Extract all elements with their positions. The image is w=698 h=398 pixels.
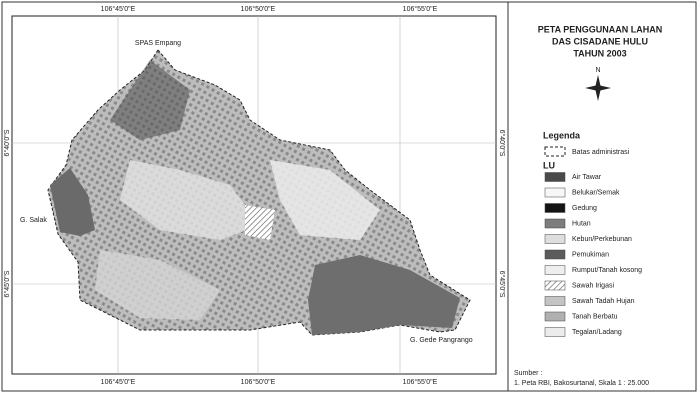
coord-label: 106°50'0"E xyxy=(241,378,276,386)
legend-title: Legenda xyxy=(543,130,581,140)
legend-label: Kebun/Perkebunan xyxy=(572,236,632,243)
legend-label: Rumput/Tanah kosong xyxy=(572,267,642,274)
coord-label: 106°50'0"E xyxy=(241,5,276,13)
legend-label: Pemukiman xyxy=(572,251,609,258)
place-label: G. Gede Pangrango xyxy=(410,337,473,344)
legend: Air Tawar Belukar/Semak Gedung Hutan Kebun/P… xyxy=(544,172,642,337)
coord-label: 106°45'0"E xyxy=(101,378,136,386)
boundary-swatch xyxy=(544,146,566,157)
north-arrow xyxy=(585,75,611,101)
north-label: N xyxy=(595,67,600,74)
legend-label: Gedung xyxy=(572,205,597,212)
legend-swatch xyxy=(544,187,566,198)
legend-label: Tegalan/Ladang xyxy=(572,329,622,336)
legend-label: Hutan xyxy=(572,220,591,227)
coord-label: 6°45'0"S xyxy=(498,271,506,298)
coord-label: 106°45'0"E xyxy=(101,5,136,13)
title: PETA PENGGUNAAN LAHAN xyxy=(538,24,663,34)
legend-label: Batas administrasi xyxy=(572,149,630,156)
title: TAHUN 2003 xyxy=(573,48,626,58)
legend-group: LU xyxy=(543,160,555,170)
legend-swatch xyxy=(544,249,566,260)
legend-label: Tanah Berbatu xyxy=(572,313,618,320)
source: 1. Peta RBI, Bakosurtanal, Skala 1 : 25.… xyxy=(514,380,649,387)
watershed xyxy=(47,49,471,336)
legend-label: Air Tawar xyxy=(572,174,602,181)
legend-label: Sawah Irigasi xyxy=(572,282,614,289)
legend-swatch xyxy=(544,280,566,291)
legend-swatch xyxy=(544,234,566,244)
title: DAS CISADANE HULU xyxy=(552,36,648,46)
legend-swatch xyxy=(544,203,566,213)
legend-swatch xyxy=(544,172,566,182)
source-title: Sumber : xyxy=(514,370,542,377)
coord-label: 6°40'0"S xyxy=(3,129,11,156)
legend-swatch xyxy=(544,311,566,322)
coord-label: 6°40'0"S xyxy=(498,130,506,157)
legend-label: Sawah Tadah Hujan xyxy=(572,298,635,305)
coord-label: 106°55'0"E xyxy=(403,5,438,13)
coord-label: 6°45'0"S xyxy=(3,270,11,297)
legend-label: Belukar/Semak xyxy=(572,189,620,196)
legend-swatch xyxy=(544,218,566,229)
place-label: G. Salak xyxy=(20,217,47,224)
legend-swatch xyxy=(544,327,566,337)
coord-label: 106°55'0"E xyxy=(403,378,438,386)
legend-swatch xyxy=(544,265,566,275)
legend-swatch xyxy=(544,296,566,306)
place-label: SPAS Empang xyxy=(135,40,181,47)
